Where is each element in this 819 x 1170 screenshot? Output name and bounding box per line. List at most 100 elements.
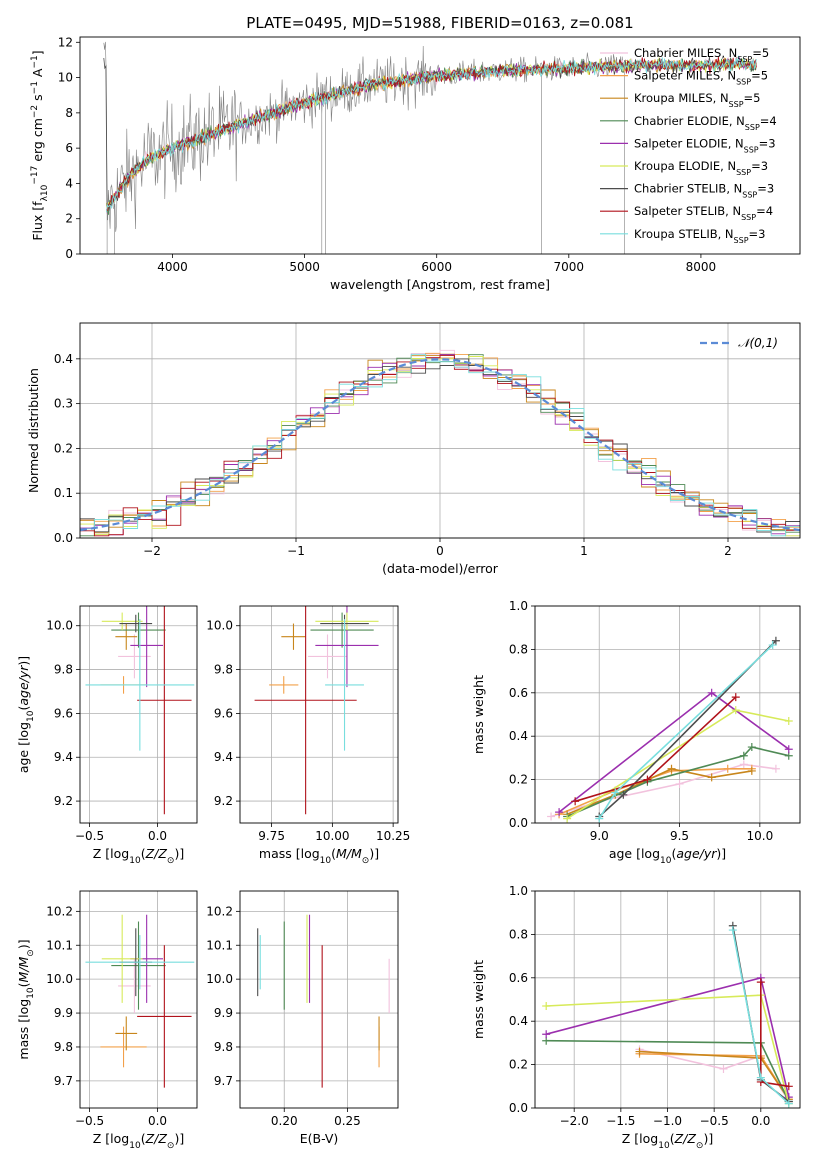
weight-point-kroupa-elodie xyxy=(563,814,572,823)
x-tick-label: −2 xyxy=(143,544,161,558)
label-part: Z [log xyxy=(622,1131,658,1146)
y-tick-label: 0.8 xyxy=(509,642,528,656)
legend-entry-chabrier-miles: Chabrier MILES, NSSP=5 xyxy=(634,46,769,64)
errorbar-salpeter-stelib xyxy=(137,606,192,815)
y-tick-label: 10.0 xyxy=(206,619,233,633)
legend-entry-chabrier-elodie: Chabrier ELODIE, NSSP=4 xyxy=(634,114,777,132)
label-part: )] xyxy=(703,1131,713,1146)
y-tick-label: 4 xyxy=(65,176,73,190)
normal-curve xyxy=(80,358,800,532)
legend-count: =4 xyxy=(756,204,773,218)
label-part: A xyxy=(30,68,45,81)
label-part: λ xyxy=(40,195,50,201)
label-part: Z/Z xyxy=(145,846,168,861)
weight-point-kroupa-elodie xyxy=(542,1002,551,1011)
label-part: age [log xyxy=(609,846,660,861)
x-tick-label: 1 xyxy=(580,544,588,558)
legend-text: Salpeter ELODIE, N xyxy=(634,136,744,150)
weight-point-kroupa-stelib xyxy=(595,814,604,823)
plot-area xyxy=(542,921,793,1108)
label-part: M/M xyxy=(336,846,362,861)
label-part: mass [log xyxy=(259,846,320,861)
errorbar-chabrier-miles xyxy=(118,634,151,679)
weight-point-salpeter-stelib xyxy=(643,775,652,784)
label-part: Z/Z xyxy=(674,1131,697,1146)
y-tick-label: 0.2 xyxy=(509,1058,528,1072)
legend-subscript: SSP xyxy=(729,100,744,109)
y-tick-label: 0.0 xyxy=(509,1101,528,1115)
label-part: Z/Z xyxy=(145,1131,168,1146)
y-tick-label: 0.8 xyxy=(509,927,528,941)
label-part: ( xyxy=(670,1131,675,1146)
axes-frame xyxy=(79,890,198,1109)
x-tick-label: 9.75 xyxy=(258,829,285,843)
legend-count: =3 xyxy=(759,136,776,150)
y-tick-label: 10.0 xyxy=(206,972,233,986)
y-tick-label: 10 xyxy=(58,71,73,85)
label-part: ⊙ xyxy=(362,856,370,866)
y-tick-label: 9.6 xyxy=(54,706,73,720)
legend-entry-salpeter-stelib: Salpeter STELIB, NSSP=4 xyxy=(634,204,773,222)
plot-area xyxy=(103,41,757,254)
legend-subscript: SSP xyxy=(744,145,759,154)
y-tick-label: 0.4 xyxy=(509,729,528,743)
x-tick-label: 9.0 xyxy=(590,829,609,843)
label-part: ⊙ xyxy=(167,1141,175,1151)
errorbar-kroupa-elodie xyxy=(101,612,143,631)
errorbar-kroupa-miles xyxy=(115,1016,138,1051)
label-part: 10 xyxy=(320,856,332,866)
legend-count: =5 xyxy=(744,91,761,105)
label-part: −2 xyxy=(30,105,40,118)
residual-legend: 𝒩(0,1) xyxy=(700,336,778,350)
legend-text: Kroupa STELIB, N xyxy=(634,227,734,241)
label-part: ( xyxy=(141,846,146,861)
x-tick-label: 0.0 xyxy=(148,1114,167,1128)
y-tick-label: 9.4 xyxy=(54,750,73,764)
label-part: 10 xyxy=(26,987,36,999)
legend-text: Kroupa MILES, N xyxy=(634,91,729,105)
legend-text: Salpeter MILES, N xyxy=(634,69,736,83)
errorbar-chabrier-elodie xyxy=(111,921,166,1010)
legend-subscript: SSP xyxy=(742,190,757,199)
legend-entry-kroupa-elodie: Kroupa ELODIE, NSSP=3 xyxy=(634,159,768,177)
weight-line-chabrier-elodie xyxy=(566,746,789,818)
label-part: ( xyxy=(16,706,31,711)
weight-point-salpeter-stelib xyxy=(571,797,580,806)
legend-count: =5 xyxy=(751,69,768,83)
residual-histogram-kroupa-elodie xyxy=(80,356,800,537)
plot-area xyxy=(547,636,793,823)
legend-text: Chabrier ELODIE, N xyxy=(634,114,745,128)
weight-point-kroupa-miles xyxy=(667,764,676,773)
x-tick-label: 0.0 xyxy=(751,1114,770,1128)
label-part: )] xyxy=(369,846,379,861)
label-part: )] xyxy=(174,846,184,861)
y-tick-label: 9.6 xyxy=(214,706,233,720)
y-tick-label: 9.2 xyxy=(54,794,73,808)
plot-area xyxy=(80,349,800,537)
legend-subscript: SSP xyxy=(736,77,751,86)
legend-text: Chabrier MILES, N xyxy=(634,46,737,60)
x-axis-label: Z [log10(Z/Z⊙)] xyxy=(622,1131,713,1151)
y-tick-label: 10.2 xyxy=(46,904,73,918)
y-axis-label: Normed distribution xyxy=(26,368,41,493)
label-part: erg cm xyxy=(30,118,45,166)
x-axis-label: age [log10(age/yr)] xyxy=(609,846,726,866)
legend-count: =4 xyxy=(760,114,777,128)
x-tick-label: 7000 xyxy=(554,260,585,274)
legend-count: =5 xyxy=(752,46,769,60)
legend-subscript: SSP xyxy=(741,213,756,222)
x-tick-label: 0.0 xyxy=(148,829,167,843)
errorbar-kroupa-elodie xyxy=(101,914,143,1003)
legend-count: =3 xyxy=(751,159,768,173)
y-tick-label: 2 xyxy=(65,212,73,226)
label-part: ( xyxy=(141,1131,146,1146)
label-part: 10 xyxy=(40,184,50,196)
weight-point-kroupa-stelib xyxy=(728,926,737,935)
y-tick-label: 0.4 xyxy=(509,1014,528,1028)
weight-point-salpeter-elodie xyxy=(784,745,793,754)
y-tick-label: 9.2 xyxy=(214,794,233,808)
errorbar-chabrier-elodie xyxy=(111,612,166,648)
y-tick-label: 9.8 xyxy=(214,1040,233,1054)
x-tick-label: 10.25 xyxy=(376,829,410,843)
